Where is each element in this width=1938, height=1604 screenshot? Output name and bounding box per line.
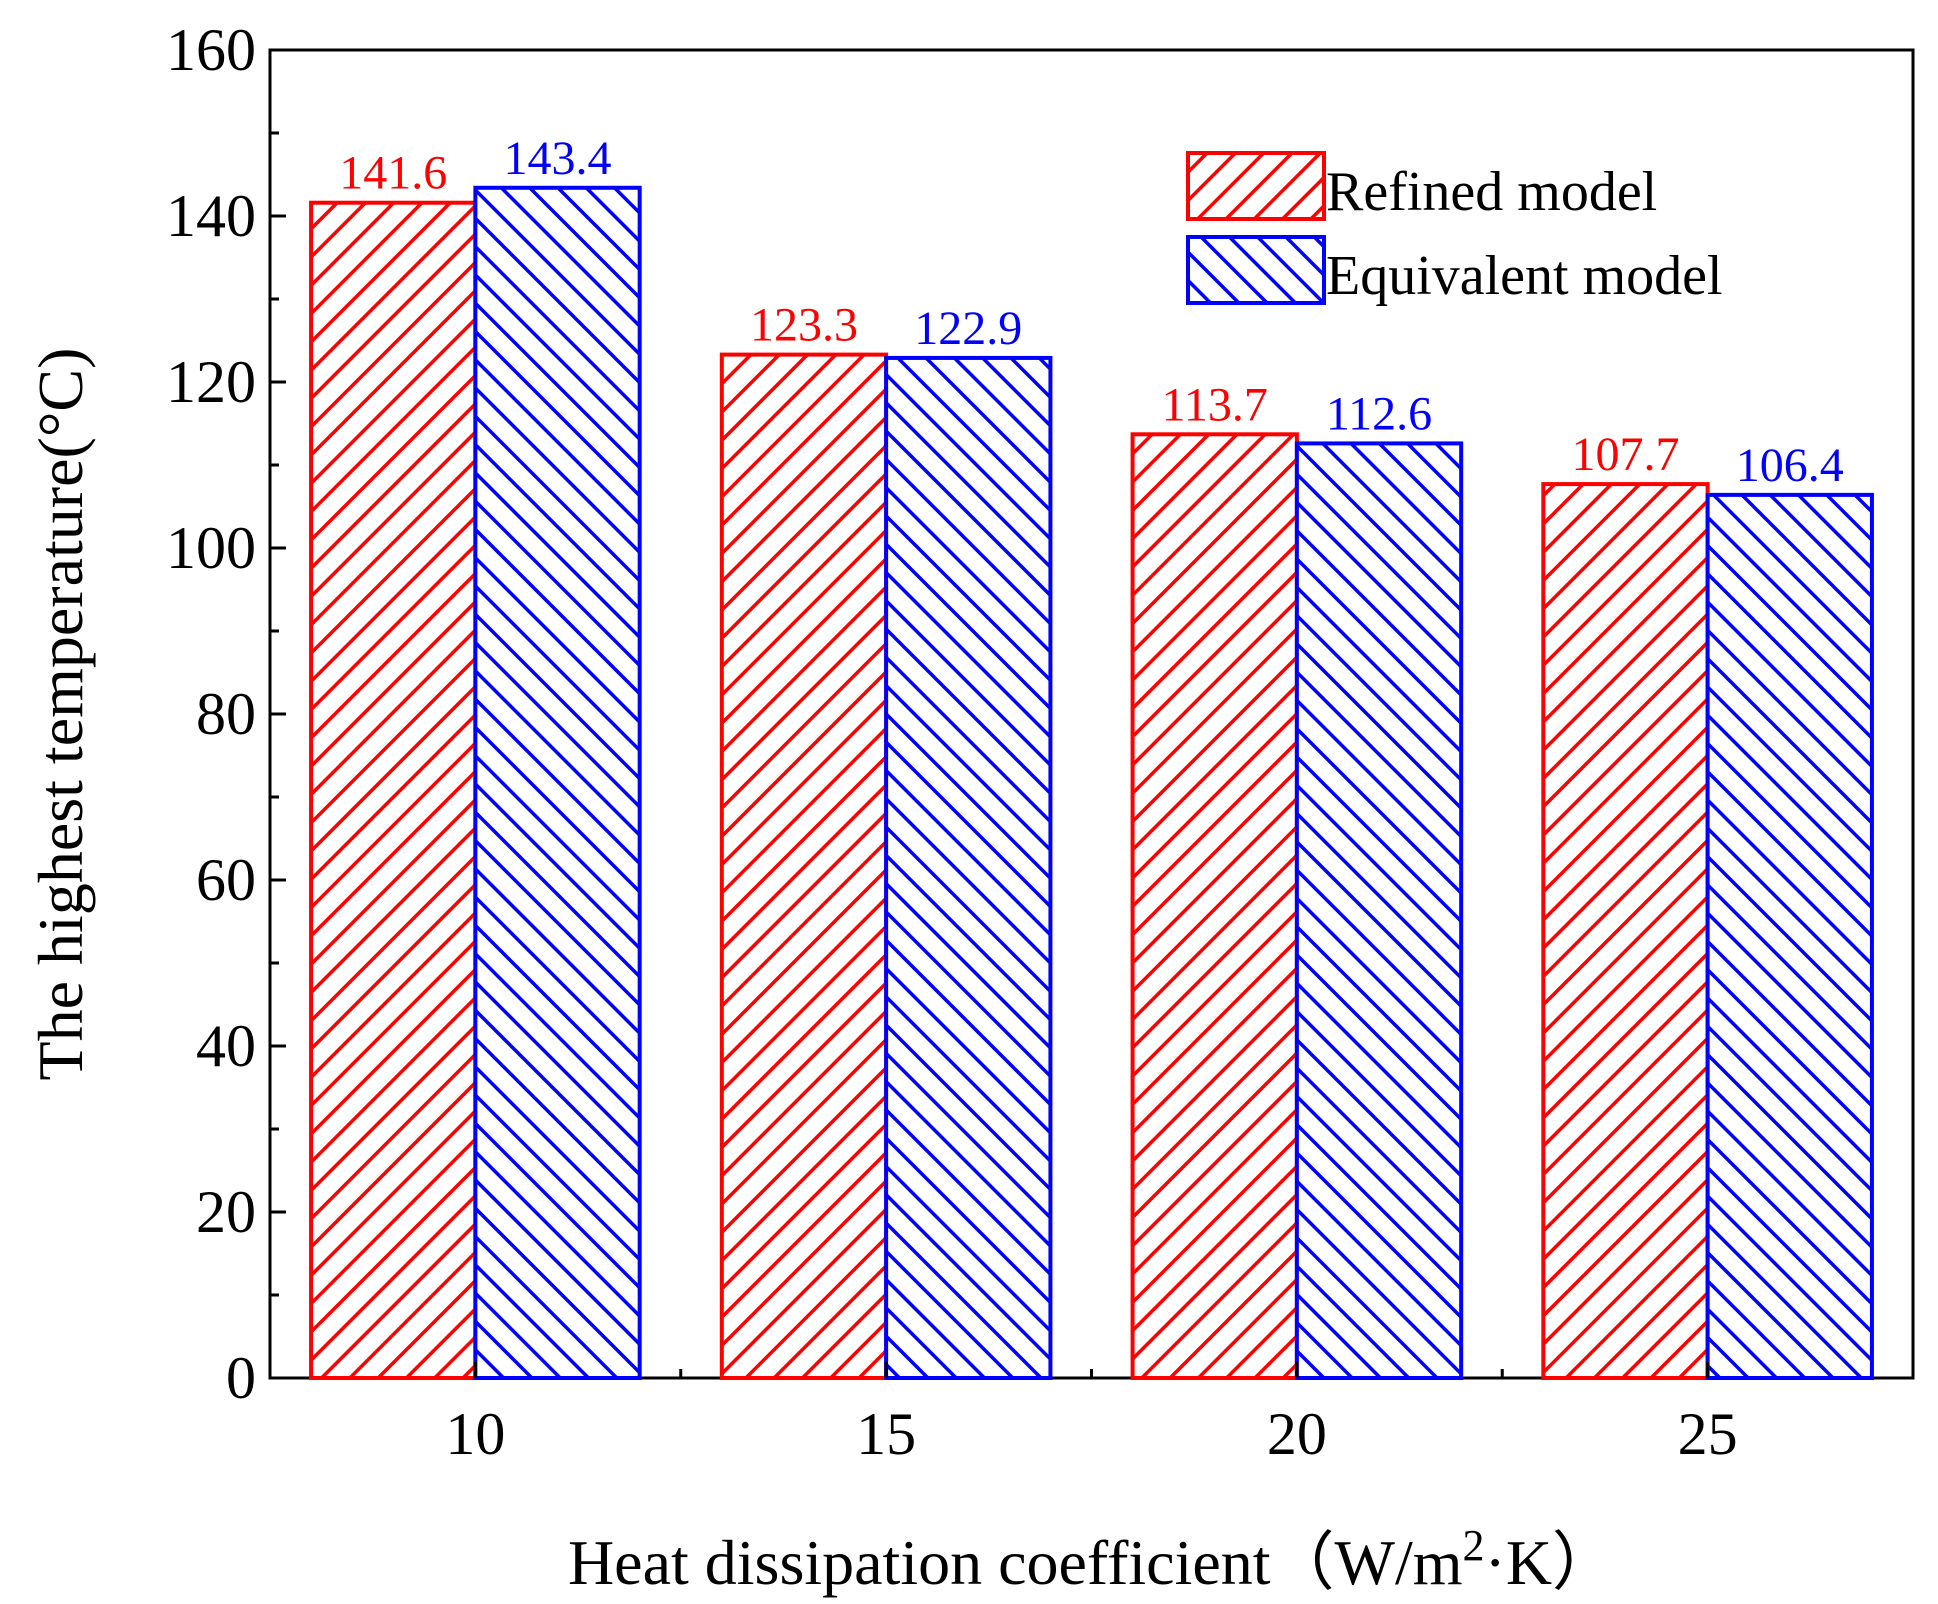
legend: Refined model Equivalent model bbox=[1186, 151, 1723, 307]
legend-swatch-equivalent bbox=[1186, 235, 1326, 305]
x-tick-label: 25 bbox=[1678, 1401, 1738, 1467]
data-label-equivalent-15: 122.9 bbox=[914, 302, 1022, 355]
bar-equivalent-25 bbox=[1705, 492, 1874, 1380]
x-axis-title-main: Heat dissipation coefficient（W/m bbox=[568, 1527, 1463, 1598]
x-axis-title-superscript: 2 bbox=[1463, 1521, 1485, 1570]
bar-equivalent-10 bbox=[473, 185, 642, 1380]
legend-label-refined: Refined model bbox=[1326, 161, 1657, 223]
y-tick-label: 140 bbox=[166, 183, 256, 249]
bar-refined-10 bbox=[309, 200, 478, 1381]
bar-equivalent-15 bbox=[884, 355, 1053, 1380]
bar-refined-20 bbox=[1130, 432, 1299, 1381]
bar-equivalent-20 bbox=[1294, 441, 1464, 1381]
bars-layer bbox=[309, 185, 1874, 1381]
y-tick-label: 100 bbox=[166, 515, 256, 581]
data-label-equivalent-25: 106.4 bbox=[1736, 439, 1844, 492]
y-tick-label: 0 bbox=[226, 1345, 256, 1411]
data-label-refined-10: 141.6 bbox=[339, 147, 447, 200]
data-labels-layer: 141.6 143.4 123.3 122.9 113.7 112.6 107.7 106.4 bbox=[339, 132, 1844, 492]
y-tick-label: 80 bbox=[196, 681, 256, 747]
data-label-refined-15: 123.3 bbox=[750, 299, 858, 352]
y-tick-label: 20 bbox=[196, 1179, 256, 1245]
data-label-equivalent-20: 112.6 bbox=[1326, 387, 1432, 440]
x-axis-title: Heat dissipation coefficient（W/m2·K） bbox=[568, 1521, 1616, 1598]
x-axis-title-tail: ·K） bbox=[1485, 1527, 1617, 1598]
y-tick-label: 60 bbox=[196, 847, 256, 913]
bar-refined-15 bbox=[719, 352, 889, 1380]
legend-swatch-refined bbox=[1186, 151, 1326, 221]
data-label-refined-20: 113.7 bbox=[1162, 378, 1268, 431]
x-tick-label: 20 bbox=[1267, 1401, 1327, 1467]
x-tick-label: 10 bbox=[445, 1401, 505, 1467]
bar-refined-25 bbox=[1541, 482, 1710, 1380]
x-tick-label: 15 bbox=[856, 1401, 916, 1467]
y-tick-label: 120 bbox=[166, 349, 256, 415]
y-axis: 0 20 40 60 80 100 120 140 160 bbox=[166, 17, 286, 1411]
y-axis-title: The highest temperature(°C) bbox=[25, 348, 96, 1081]
y-tick-label: 160 bbox=[166, 17, 256, 83]
legend-label-equivalent: Equivalent model bbox=[1326, 245, 1723, 307]
data-label-equivalent-10: 143.4 bbox=[504, 132, 612, 185]
x-axis: 10 15 20 25 bbox=[445, 1362, 1738, 1467]
data-label-refined-25: 107.7 bbox=[1571, 428, 1679, 481]
y-tick-label: 40 bbox=[196, 1013, 256, 1079]
